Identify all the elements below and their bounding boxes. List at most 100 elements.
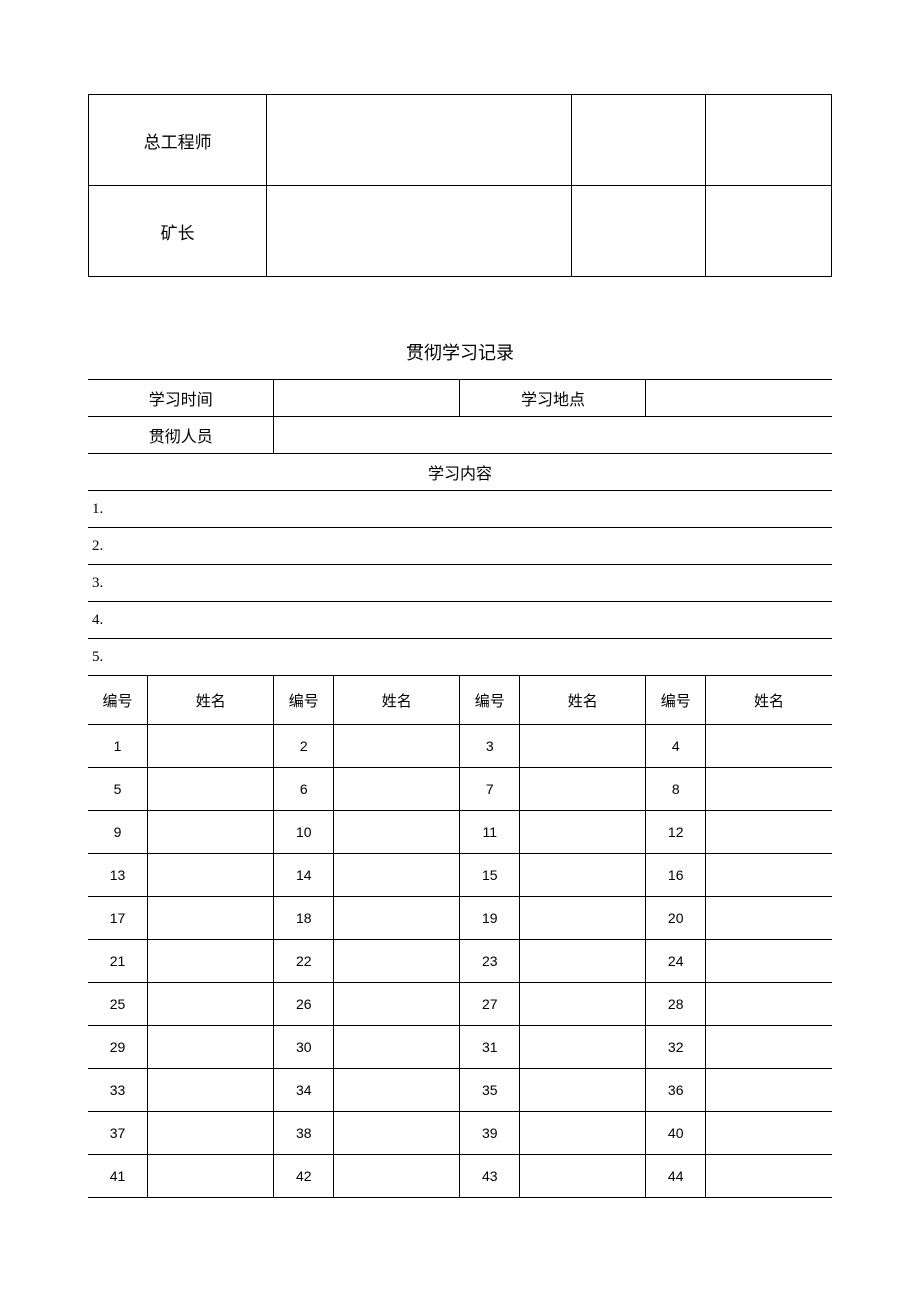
col-num-2: 编号 (460, 676, 520, 725)
name-cell (705, 811, 832, 854)
num-cell: 29 (88, 1026, 148, 1069)
table-row: 33343536 (88, 1069, 832, 1112)
table-row: 5678 (88, 768, 832, 811)
num-cell: 21 (88, 940, 148, 983)
name-cell (519, 854, 645, 897)
study-time-value (274, 380, 460, 417)
name-cell (705, 897, 832, 940)
top-value-1-3 (705, 186, 831, 277)
col-name-1: 姓名 (334, 676, 460, 725)
content-item-4: 5. (88, 639, 832, 676)
name-cell (334, 897, 460, 940)
table-row: 1234 (88, 725, 832, 768)
name-cell (705, 940, 832, 983)
name-cell (148, 1155, 274, 1198)
name-cell (334, 1069, 460, 1112)
num-cell: 32 (646, 1026, 706, 1069)
num-cell: 16 (646, 854, 706, 897)
personnel-value (274, 417, 832, 454)
num-cell: 9 (88, 811, 148, 854)
name-cell (334, 1112, 460, 1155)
num-cell: 20 (646, 897, 706, 940)
num-cell: 18 (274, 897, 334, 940)
name-cell (148, 940, 274, 983)
name-cell (519, 768, 645, 811)
name-cell (705, 854, 832, 897)
num-cell: 23 (460, 940, 520, 983)
num-cell: 8 (646, 768, 706, 811)
top-value-0-3 (705, 95, 831, 186)
num-cell: 31 (460, 1026, 520, 1069)
content-item-3: 4. (88, 602, 832, 639)
top-label-0: 总工程师 (89, 95, 267, 186)
name-cell (519, 1112, 645, 1155)
top-value-1-1 (267, 186, 572, 277)
num-cell: 40 (646, 1112, 706, 1155)
content-label: 学习内容 (88, 454, 832, 491)
top-value-0-2 (571, 95, 705, 186)
table-row: 25262728 (88, 983, 832, 1026)
name-cell (334, 983, 460, 1026)
name-cell (148, 1026, 274, 1069)
name-cell (519, 1069, 645, 1112)
col-name-2: 姓名 (519, 676, 645, 725)
num-cell: 17 (88, 897, 148, 940)
num-cell: 25 (88, 983, 148, 1026)
name-cell (705, 1112, 832, 1155)
num-cell: 41 (88, 1155, 148, 1198)
name-cell (148, 725, 274, 768)
signature-table: 总工程师 矿长 (88, 94, 832, 277)
name-cell (519, 897, 645, 940)
num-cell: 26 (274, 983, 334, 1026)
num-cell: 7 (460, 768, 520, 811)
num-cell: 35 (460, 1069, 520, 1112)
name-cell (705, 983, 832, 1026)
study-time-label: 学习时间 (88, 380, 274, 417)
name-cell (519, 725, 645, 768)
num-cell: 14 (274, 854, 334, 897)
study-record-table: 学习时间 学习地点 贯彻人员 学习内容 1. 2. 3. 4. 5. 编号 姓名… (88, 379, 832, 1198)
top-label-1: 矿长 (89, 186, 267, 277)
content-item-2: 3. (88, 565, 832, 602)
num-cell: 28 (646, 983, 706, 1026)
num-cell: 33 (88, 1069, 148, 1112)
num-cell: 5 (88, 768, 148, 811)
num-cell: 1 (88, 725, 148, 768)
content-item-1: 2. (88, 528, 832, 565)
name-cell (519, 1155, 645, 1198)
name-cell (148, 854, 274, 897)
table-row: 13141516 (88, 854, 832, 897)
table-row: 41424344 (88, 1155, 832, 1198)
personnel-label: 贯彻人员 (88, 417, 274, 454)
table-row: 17 18 19 20 (88, 897, 832, 940)
num-cell: 19 (460, 897, 520, 940)
name-cell (334, 725, 460, 768)
name-cell (334, 1026, 460, 1069)
table-row: 9101112 (88, 811, 832, 854)
col-num-1: 编号 (274, 676, 334, 725)
table-row: 37383940 (88, 1112, 832, 1155)
num-cell: 38 (274, 1112, 334, 1155)
col-num-3: 编号 (646, 676, 706, 725)
num-cell: 37 (88, 1112, 148, 1155)
top-value-0-1 (267, 95, 572, 186)
name-cell (148, 897, 274, 940)
num-cell: 42 (274, 1155, 334, 1198)
num-cell: 34 (274, 1069, 334, 1112)
num-cell: 44 (646, 1155, 706, 1198)
num-cell: 15 (460, 854, 520, 897)
num-cell: 10 (274, 811, 334, 854)
col-name-3: 姓名 (705, 676, 832, 725)
name-cell (705, 1155, 832, 1198)
num-cell: 4 (646, 725, 706, 768)
study-place-label: 学习地点 (460, 380, 646, 417)
name-cell (519, 811, 645, 854)
col-num-0: 编号 (88, 676, 148, 725)
name-cell (334, 1155, 460, 1198)
content-item-0: 1. (88, 491, 832, 528)
name-cell (705, 1069, 832, 1112)
name-cell (519, 983, 645, 1026)
num-cell: 3 (460, 725, 520, 768)
num-cell: 22 (274, 940, 334, 983)
name-cell (148, 768, 274, 811)
